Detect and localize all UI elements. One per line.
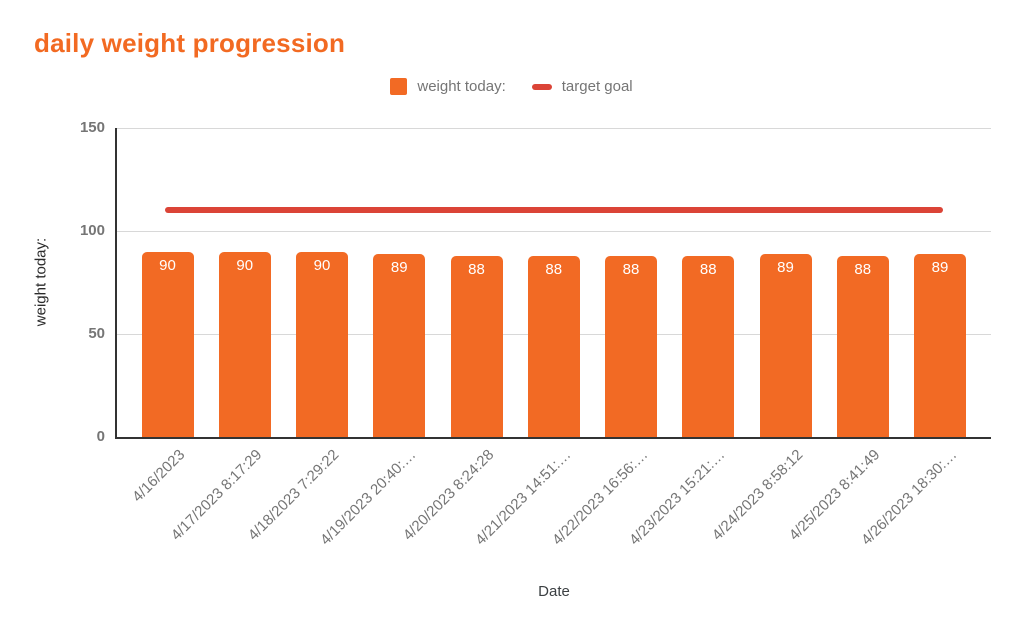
legend-item-target-goal[interactable]: target goal: [531, 78, 633, 95]
y-tick-label-100: 100: [79, 222, 105, 239]
legend-label-target-goal: target goal: [561, 78, 633, 95]
y-tick-label-150: 150: [79, 119, 105, 136]
plot-area: 0 50 100 150 90 90 90 89 88 88 88 88 89 88 89 4/16/2023…: [80, 120, 991, 549]
chart-legend: weight today: target goal: [0, 78, 1023, 95]
bar-value-label: 90: [236, 256, 254, 274]
bar-4/24/2023 8:58:12[interactable]: 89: [759, 253, 812, 437]
bar-4/18/2023 7:29:22[interactable]: 90: [296, 251, 348, 437]
chart-title: daily weight progression: [34, 28, 346, 58]
x-tick-label-4/16/2023: 4/16/2023: [128, 446, 188, 506]
x-axis-title: Date: [538, 583, 570, 600]
bar-value-label: 88: [468, 260, 485, 278]
legend-label-weight-today: weight today:: [417, 78, 506, 95]
bar-4/21/2023 14:51:…[interactable]: 88: [527, 255, 580, 437]
bar-value-label: 88: [545, 260, 563, 278]
x-axis-line: [115, 437, 991, 439]
bar-value-label: 89: [390, 258, 408, 276]
bar-4/23/2023 15:21:…[interactable]: 88: [682, 255, 735, 437]
bar-value-label: 89: [777, 258, 794, 276]
y-tick-label-0: 0: [96, 428, 105, 445]
y-tick-label-50: 50: [88, 325, 105, 342]
bar-value-label: 90: [159, 256, 176, 274]
gridline-100: [117, 231, 991, 232]
bar-4/22/2023 16:56:…[interactable]: 88: [605, 255, 657, 437]
line-series-swatch-icon: [531, 83, 552, 90]
bar-4/19/2023 20:40:…[interactable]: 89: [373, 253, 426, 437]
bar-4/25/2023 8:41:49[interactable]: 88: [836, 255, 889, 437]
legend-item-weight-today[interactable]: weight today:: [390, 78, 506, 95]
y-axis-line: [115, 128, 117, 439]
y-axis-title: weight today:: [32, 237, 50, 327]
bar-value-label: 88: [622, 260, 640, 278]
bar-value-label: 88: [699, 260, 717, 278]
bar-value-label: 88: [854, 260, 872, 278]
gridline-150: [117, 128, 991, 129]
bar-4/16/2023[interactable]: 90: [141, 251, 194, 437]
bar-value-label: 89: [931, 258, 949, 276]
bar-4/26/2023 18:30:…[interactable]: 89: [914, 253, 966, 437]
target-goal-line[interactable]: [164, 207, 943, 214]
bar-4/20/2023 8:24:28[interactable]: 88: [450, 255, 503, 437]
bar-4/17/2023 8:17:29[interactable]: 90: [218, 251, 271, 437]
bar-series-swatch-icon: [390, 78, 408, 95]
bar-value-label: 90: [313, 256, 331, 274]
